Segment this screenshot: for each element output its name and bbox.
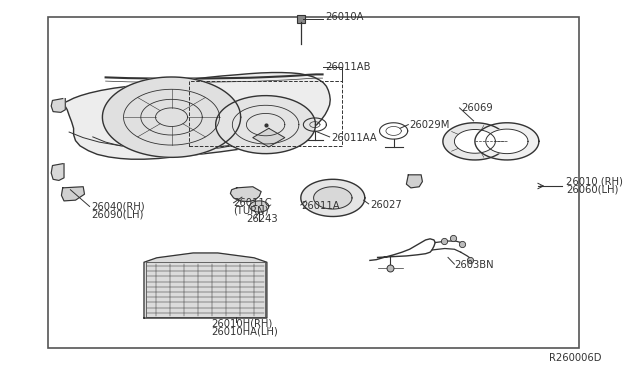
Text: 26011AA: 26011AA xyxy=(332,133,377,142)
Text: 2603BN: 2603BN xyxy=(454,260,494,270)
Polygon shape xyxy=(51,164,64,180)
Text: 26010 (RH): 26010 (RH) xyxy=(566,177,623,186)
Text: 26090(LH): 26090(LH) xyxy=(91,210,143,219)
Text: 26010HA(LH): 26010HA(LH) xyxy=(211,327,278,337)
Polygon shape xyxy=(475,123,539,160)
Text: 26027: 26027 xyxy=(370,200,402,210)
Text: (TURN): (TURN) xyxy=(234,206,269,216)
Text: 26243: 26243 xyxy=(246,215,278,224)
Text: 26011C: 26011C xyxy=(234,198,272,208)
Polygon shape xyxy=(61,187,84,201)
Polygon shape xyxy=(51,99,65,112)
Polygon shape xyxy=(486,129,528,154)
Text: 26060(LH): 26060(LH) xyxy=(566,185,619,195)
Polygon shape xyxy=(314,187,352,209)
Polygon shape xyxy=(443,123,507,160)
Polygon shape xyxy=(250,201,269,212)
Text: 26010A: 26010A xyxy=(325,12,364,22)
Polygon shape xyxy=(253,128,285,147)
Polygon shape xyxy=(406,175,422,188)
Polygon shape xyxy=(63,73,330,159)
Polygon shape xyxy=(230,187,261,202)
Text: 26029M: 26029M xyxy=(410,120,450,129)
Text: 26040(RH): 26040(RH) xyxy=(91,202,145,211)
Text: 26011A: 26011A xyxy=(301,201,339,211)
Text: 26010H(RH): 26010H(RH) xyxy=(211,319,273,328)
Polygon shape xyxy=(102,77,241,157)
Polygon shape xyxy=(216,96,316,154)
Text: R260006D: R260006D xyxy=(549,353,602,363)
Bar xyxy=(48,17,579,348)
Polygon shape xyxy=(454,129,495,153)
Polygon shape xyxy=(301,179,365,217)
Bar xyxy=(189,81,342,146)
Bar xyxy=(146,262,265,317)
Polygon shape xyxy=(144,253,267,318)
Text: 26011AB: 26011AB xyxy=(325,62,371,72)
Text: 26069: 26069 xyxy=(461,103,493,113)
